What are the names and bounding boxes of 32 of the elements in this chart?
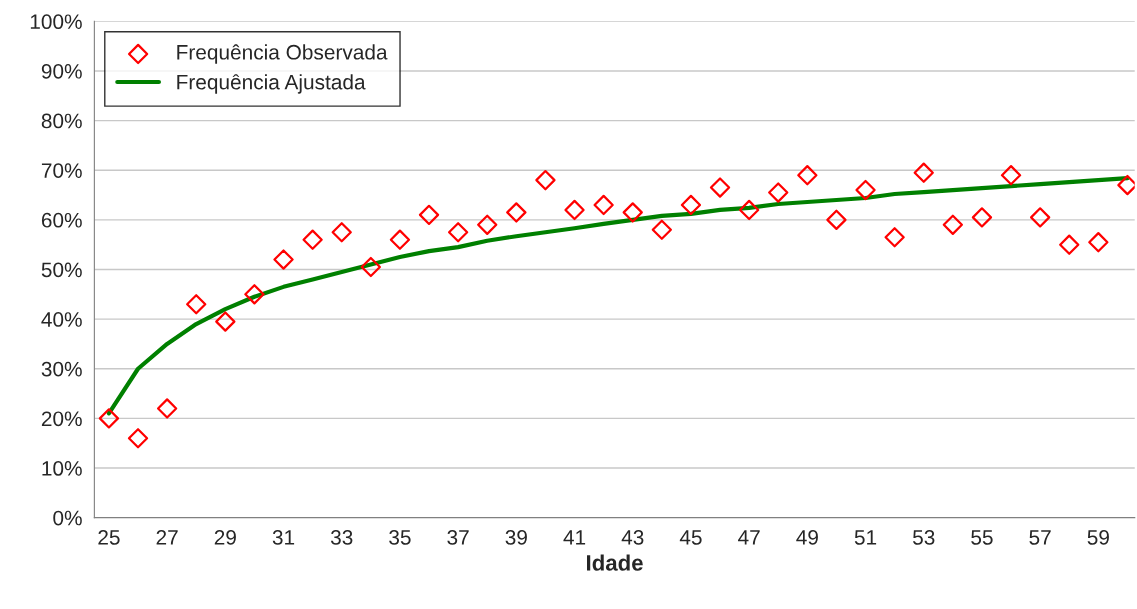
x-tick-label: 55 <box>971 530 993 545</box>
y-tick-label: 10% <box>42 461 82 476</box>
x-tick-label: 43 <box>621 530 644 545</box>
x-tick-label: 33 <box>330 530 353 545</box>
y-tick-label: 40% <box>41 312 82 327</box>
x-tick-label: 25 <box>98 530 120 545</box>
y-tick-label: 80% <box>41 113 82 129</box>
x-tick-label: 41 <box>563 530 586 545</box>
y-tick-label: 30% <box>41 361 82 377</box>
y-tick-label: 0% <box>53 510 82 526</box>
x-tick-label: 31 <box>272 530 295 545</box>
x-tick-label: 49 <box>796 530 818 545</box>
x-tick-label: 37 <box>447 530 469 545</box>
x-tick-label: 45 <box>679 530 702 545</box>
y-tick-label: 100% <box>30 14 82 30</box>
x-tick-label: 47 <box>738 530 760 545</box>
x-tick-label: 29 <box>214 530 236 545</box>
y-tick-label: 70% <box>41 163 82 178</box>
x-tick-label: 53 <box>912 530 935 545</box>
x-tick-label: 51 <box>854 530 877 545</box>
legend-label: Frequência Ajustada <box>177 74 366 94</box>
x-tick-label: 57 <box>1029 530 1051 545</box>
y-tick-label: 50% <box>41 262 82 278</box>
x-tick-label: 27 <box>156 530 178 545</box>
legend-label: Frequência Observada <box>177 44 388 64</box>
x-tick-label: 39 <box>505 530 527 545</box>
y-tick-label: 60% <box>41 212 82 228</box>
y-tick-label: 90% <box>41 63 82 79</box>
x-tick-label: 59 <box>1087 530 1109 545</box>
x-tick-label: 35 <box>389 530 411 545</box>
y-tick-label: 20% <box>41 411 82 427</box>
x-axis-title: Idade <box>587 554 643 571</box>
